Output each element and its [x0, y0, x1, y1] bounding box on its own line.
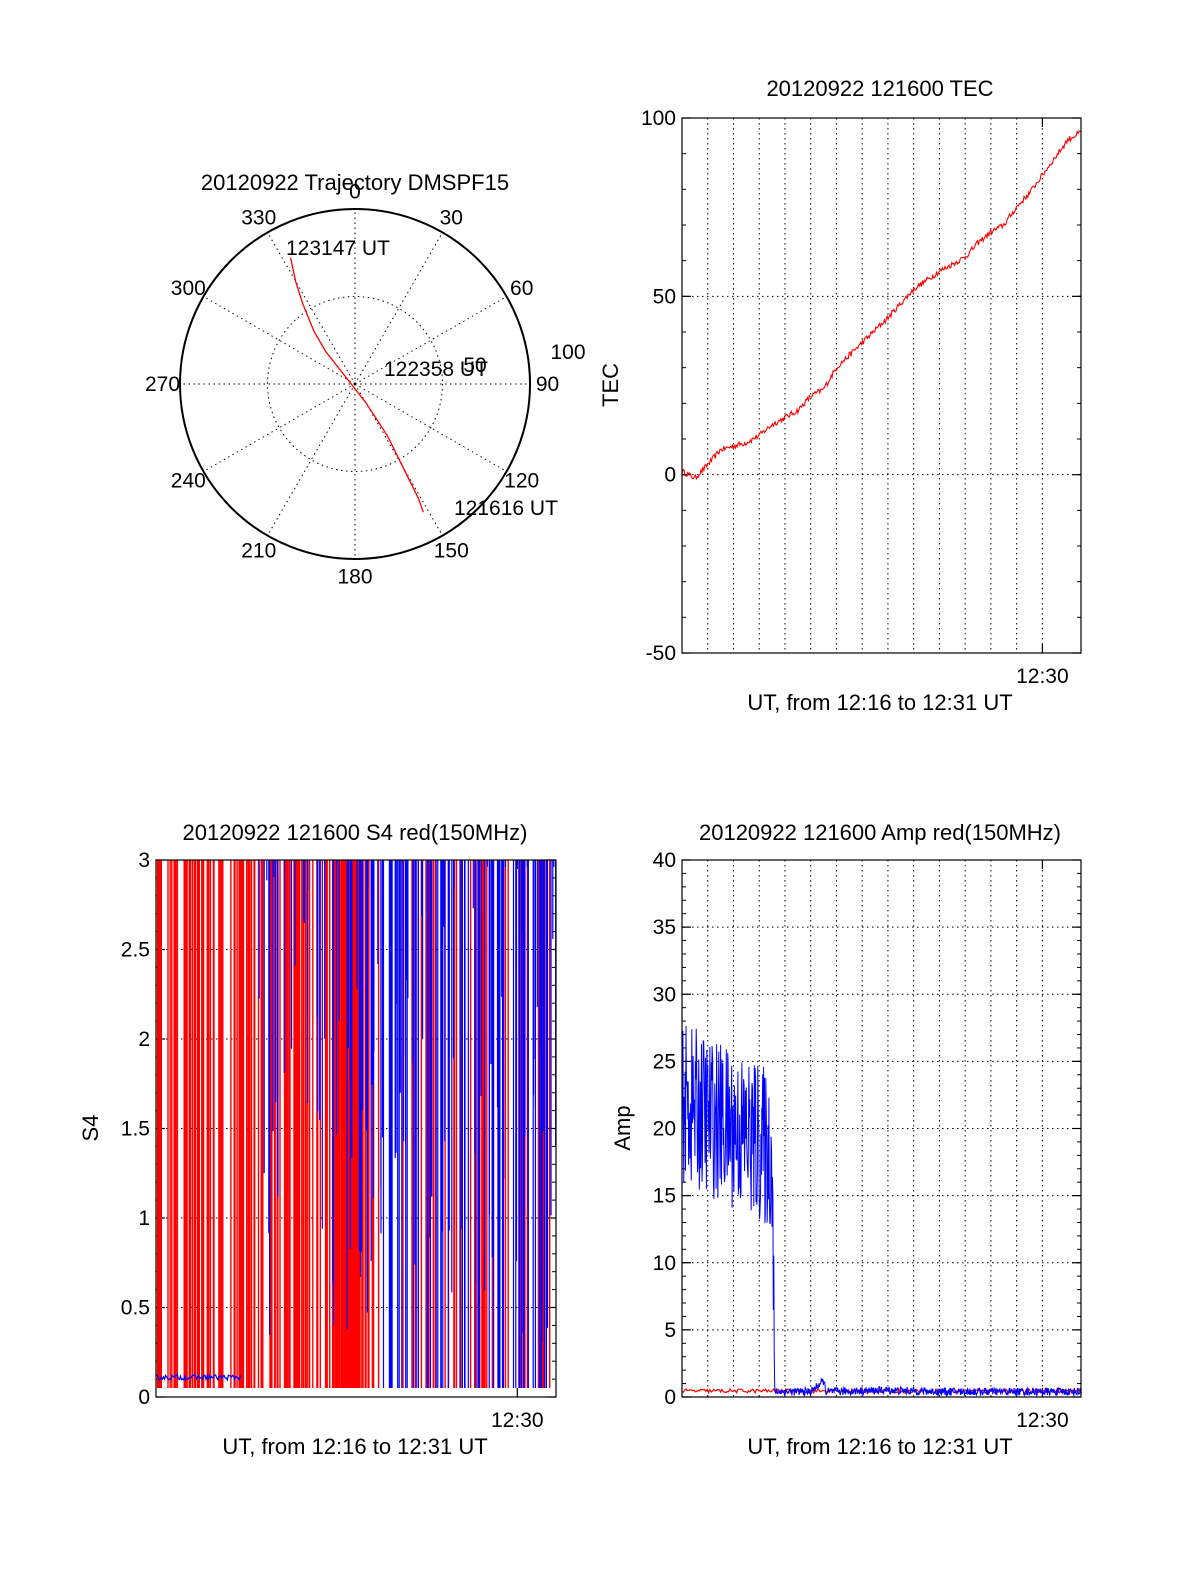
- tec-chart: 20120922 121600 TEC TEC UT, from 12:16 t…: [598, 76, 1082, 715]
- polar-spoke: [203, 296, 356, 385]
- s4-x-axis-label: UT, from 12:16 to 12:31 UT: [222, 1434, 487, 1459]
- polar-trajectory-chart: 20120922 Trajectory DMSPF15 0 30 60 90 120 15…: [145, 170, 586, 589]
- polar-spoke: [267, 232, 356, 385]
- s4-title: 20120922 121600 S4 red(150MHz): [183, 820, 528, 845]
- polar-azimuth-label: 0: [349, 181, 361, 204]
- polar-spoke: [354, 383, 507, 472]
- y-tick-label: 2.5: [121, 939, 150, 962]
- x-tick-label: 12:30: [1016, 665, 1069, 688]
- y-tick-label: 1: [138, 1207, 150, 1230]
- polar-trajectory: [289, 257, 424, 513]
- amp-x-axis-label: UT, from 12:16 to 12:31 UT: [747, 1434, 1012, 1459]
- y-tick-label: 5: [664, 1319, 676, 1342]
- x-tick-label: 12:30: [491, 1409, 544, 1432]
- polar-grid: [179, 208, 531, 560]
- amp-chart: 20120922 121600 Amp red(150MHz) Amp UT, …: [610, 820, 1082, 1459]
- y-tick-label: 3: [138, 849, 150, 872]
- polar-azimuth-label: 150: [434, 540, 469, 563]
- polar-radial-ring: [267, 296, 443, 472]
- plot-frame: [155, 859, 557, 1398]
- polar-azimuth-label: 270: [145, 373, 180, 396]
- plot-area: [682, 130, 1081, 481]
- polar-spoke: [267, 383, 356, 536]
- y-tick-label: 15: [653, 1185, 676, 1208]
- y-tick-label: 50: [653, 285, 676, 308]
- y-tick-label: 20: [653, 1118, 676, 1141]
- polar-spoke: [354, 232, 443, 385]
- polar-radial-label: 50: [463, 354, 486, 377]
- tec-series-line: [682, 130, 1081, 481]
- y-tick-label: 0: [138, 1386, 150, 1409]
- polar-annotation: 123147 UT: [286, 237, 390, 260]
- y-tick-label: 0: [664, 464, 676, 487]
- y-tick-label: 2: [138, 1028, 150, 1051]
- y-tick-label: 1.5: [121, 1118, 150, 1141]
- polar-annotation: 121616 UT: [454, 497, 558, 520]
- amp-title: 20120922 121600 Amp red(150MHz): [699, 820, 1061, 845]
- y-tick-label: 0: [664, 1386, 676, 1409]
- y-tick-label: 35: [653, 916, 676, 939]
- s4-y-axis-label: S4: [78, 1115, 103, 1142]
- polar-spoke: [354, 383, 443, 536]
- plot-frame: [681, 859, 1082, 1398]
- y-tick-label: 25: [653, 1050, 676, 1073]
- polar-outer-circle: [179, 208, 531, 560]
- polar-title: 20120922 Trajectory DMSPF15: [201, 170, 509, 195]
- polar-azimuth-labels: 0 30 60 90 120 150 180 210 240 270 300 330 50 100: [145, 181, 586, 589]
- polar-azimuth-label: 210: [241, 540, 276, 563]
- polar-azimuth-label: 120: [504, 469, 539, 492]
- polar-spoke: [203, 383, 356, 472]
- polar-azimuth-label: 240: [171, 469, 206, 492]
- polar-azimuth-label: 60: [510, 277, 533, 300]
- polar-annotations: 123147 UT 122358 UT 121616 UT: [286, 237, 558, 520]
- y-tick-label: 0.5: [121, 1297, 150, 1320]
- s4-blue-baseline: [156, 1373, 242, 1382]
- amp-y-axis-label: Amp: [610, 1105, 635, 1150]
- y-tick-label: 100: [641, 107, 676, 130]
- tec-x-axis-label: UT, from 12:16 to 12:31 UT: [747, 690, 1012, 715]
- amp-blue-series: [682, 1025, 1081, 1397]
- tec-title: 20120922 121600 TEC: [766, 76, 993, 101]
- y-tick-label: 30: [653, 983, 676, 1006]
- s4-blue-series: [258, 860, 556, 1389]
- polar-azimuth-label: 180: [337, 566, 372, 589]
- y-tick-label: -50: [646, 642, 676, 665]
- x-tick-label: 12:30: [1016, 1409, 1069, 1432]
- s4-chart: 20120922 121600 S4 red(150MHz) S4 UT, fr…: [78, 820, 557, 1459]
- y-tick-label: 10: [653, 1252, 676, 1275]
- polar-trajectory-line: [289, 257, 424, 513]
- polar-azimuth-label: 330: [241, 206, 276, 229]
- tec-y-axis-label: TEC: [598, 363, 623, 407]
- polar-azimuth-label: 90: [536, 373, 559, 396]
- polar-radial-label: 100: [550, 341, 585, 364]
- plot-area: [156, 860, 556, 1389]
- plot-area: [682, 1025, 1081, 1397]
- polar-azimuth-label: 30: [440, 206, 463, 229]
- plot-frame: [681, 117, 1082, 654]
- polar-spoke: [354, 296, 507, 385]
- polar-azimuth-label: 300: [171, 277, 206, 300]
- polar-annotation: 122358 UT: [384, 358, 488, 381]
- y-tick-label: 40: [653, 849, 676, 872]
